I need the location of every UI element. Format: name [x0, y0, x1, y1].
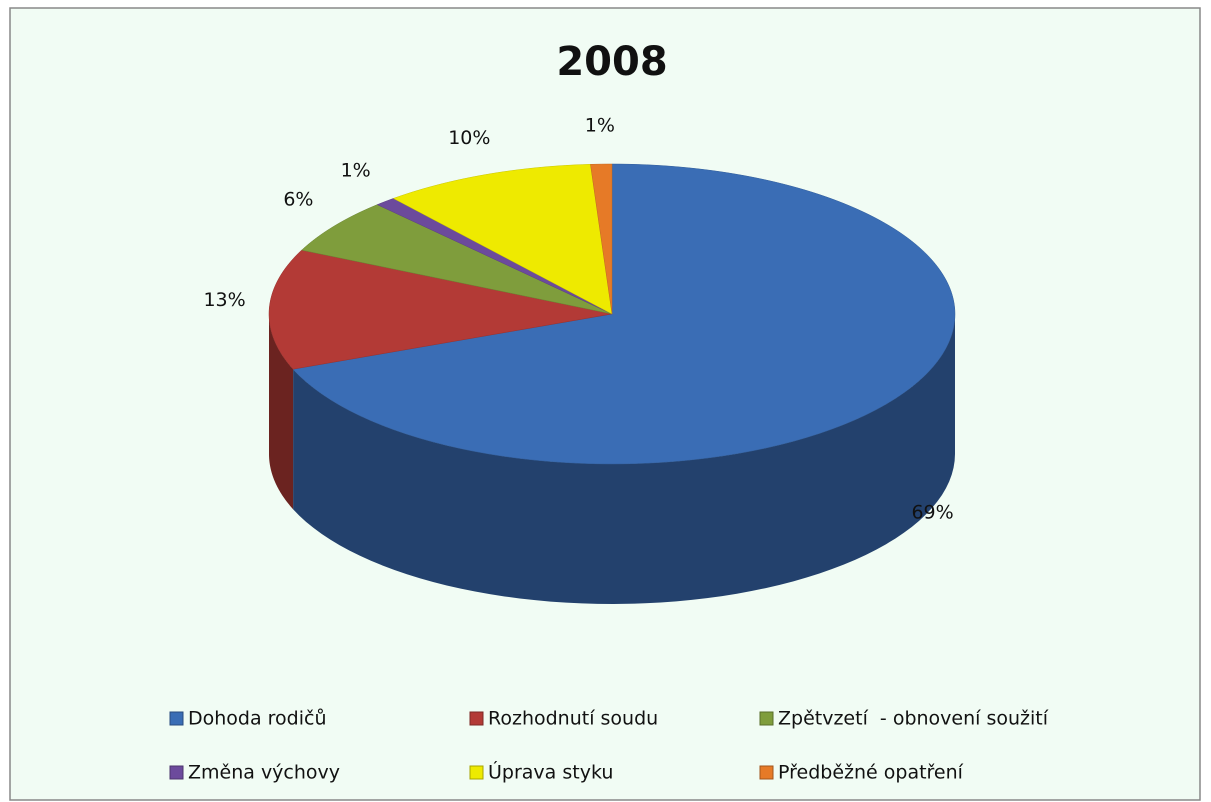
- legend-swatch: [759, 765, 774, 780]
- data-label: 6%: [283, 189, 313, 211]
- chart-title: 2008: [556, 39, 667, 85]
- data-label: 1%: [585, 115, 615, 137]
- legend-label: Změna výchovy: [188, 762, 340, 784]
- legend-swatch: [469, 765, 484, 780]
- pie-slice: [301, 204, 613, 315]
- legend-label: Dohoda rodičů: [188, 708, 327, 730]
- pie-side: [269, 314, 294, 510]
- data-label: 1%: [341, 159, 371, 181]
- legend-swatch: [169, 765, 184, 780]
- legend-label: Zpětvzetí - obnovení soužití: [778, 708, 1049, 730]
- pie-slice: [392, 164, 613, 315]
- legend-swatch: [169, 711, 184, 726]
- legend-label: Rozhodnutí soudu: [488, 708, 658, 730]
- data-label: 13%: [203, 289, 245, 311]
- legend-swatch: [469, 711, 484, 726]
- legend-swatch: [759, 711, 774, 726]
- pie-slice: [268, 249, 613, 370]
- data-label: 10%: [448, 127, 490, 149]
- pie-slice: [292, 163, 956, 465]
- pie-slice: [590, 163, 613, 315]
- data-label: 69%: [911, 502, 953, 524]
- legend-label: Předběžné opatření: [778, 762, 964, 784]
- legend-label: Úprava styku: [488, 760, 613, 784]
- pie-side: [293, 314, 955, 604]
